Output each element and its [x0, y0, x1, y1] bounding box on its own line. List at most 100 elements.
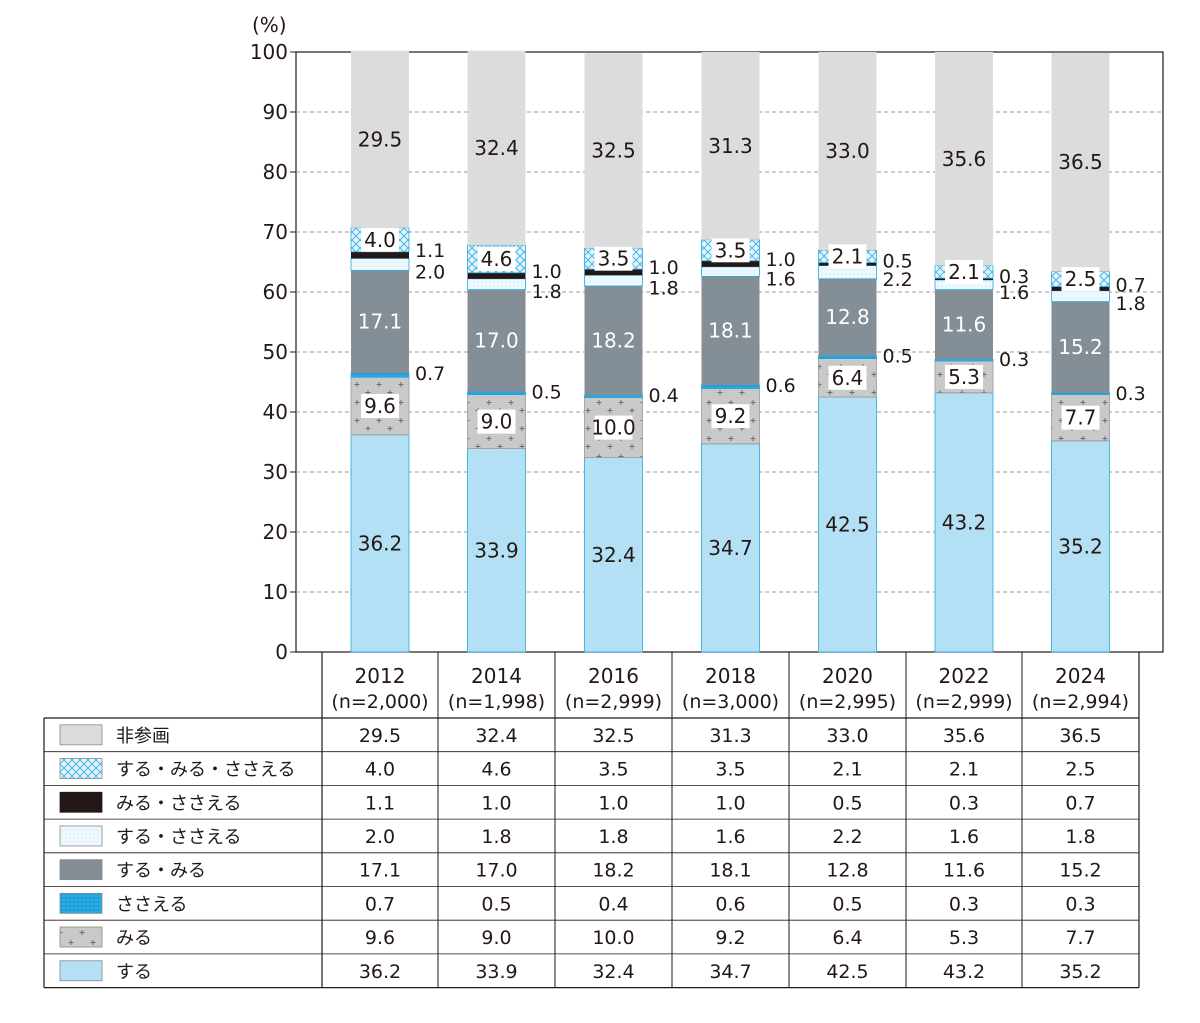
table-cell: 9.0: [481, 927, 511, 949]
table-cell: 0.3: [1065, 893, 1095, 915]
table-cell: 1.8: [481, 826, 511, 848]
bar-value-label: 36.5: [1058, 150, 1103, 174]
table-cell: 33.9: [475, 961, 517, 983]
bar-value-label: 0.5: [883, 346, 913, 368]
bar-value-label: 34.7: [708, 536, 753, 560]
y-tick-label: 90: [263, 100, 288, 124]
table-cell: 0.7: [1065, 792, 1095, 814]
legend-label: する: [116, 962, 152, 983]
bar-value-label: 0.5: [883, 251, 913, 273]
bar-value-label: 42.5: [825, 513, 870, 537]
bar-value-label: 29.5: [358, 127, 403, 151]
bar-segment: [350, 372, 410, 378]
legend-swatch: [59, 892, 103, 914]
bar-segment: [350, 257, 410, 271]
legend-swatch: [59, 926, 103, 948]
legend-label: する・みる: [116, 861, 206, 882]
table-col-sample-size: (n=2,995): [799, 691, 896, 713]
table-cell: 32.4: [592, 961, 634, 983]
bar-value-label: 9.0: [481, 410, 513, 434]
bar-segment: [584, 457, 643, 653]
bar-label-bg: [361, 227, 399, 252]
table-cell: 18.1: [709, 860, 751, 882]
bar-value-label: 35.2: [1058, 534, 1103, 558]
bar-segment: [818, 52, 877, 250]
bar-value-label: 0.5: [532, 382, 562, 404]
bar-value-label: 18.2: [591, 329, 636, 353]
table-cell: 1.0: [715, 792, 745, 814]
legend-label: する・みる・ささえる: [116, 760, 295, 781]
table-cell: 2.1: [832, 759, 862, 781]
table-cell: 34.7: [709, 961, 751, 983]
y-tick-label: 60: [263, 280, 288, 304]
bar-segment: [1051, 52, 1110, 272]
bar-value-label: 32.4: [591, 543, 636, 567]
bar-value-label: 11.6: [942, 312, 987, 336]
bar-segment: [584, 394, 643, 399]
legend-label: する・ささえる: [116, 827, 241, 848]
table-cell: 0.5: [832, 792, 862, 814]
bar-segment: [934, 358, 994, 362]
table-cell: 42.5: [826, 961, 868, 983]
table-cell: 43.2: [943, 961, 985, 983]
bar-value-label: 10.0: [591, 416, 636, 440]
bar-segment: [351, 251, 409, 259]
bar-value-label: 31.3: [708, 134, 753, 158]
bar-value-label: 33.9: [474, 538, 519, 562]
bar-segment: [1051, 392, 1110, 395]
bar-value-label: 17.1: [358, 310, 403, 334]
table-cell: 32.5: [592, 725, 634, 747]
bar-label-bg: [594, 246, 633, 271]
table-cell: 2.0: [365, 826, 395, 848]
bar-label-bg: [711, 238, 750, 263]
table-cell: 0.4: [598, 893, 628, 915]
bar-segment: [935, 289, 993, 360]
bar-value-label: 33.0: [825, 139, 870, 163]
bar-label-bg: [828, 244, 867, 269]
table-cell: 1.8: [598, 826, 628, 848]
bar-segment: [701, 276, 760, 385]
bar-value-label: 2.0: [415, 261, 445, 283]
table-cell: 11.6: [943, 860, 985, 882]
table-cell: 4.0: [365, 759, 395, 781]
table-col-year: 2016: [588, 664, 639, 688]
bar-value-label: 0.3: [999, 349, 1029, 371]
bar-label-bg: [361, 394, 399, 418]
table-col-sample-size: (n=2,994): [1032, 691, 1129, 713]
bar-value-label: 12.8: [825, 305, 870, 329]
bar-segment: [467, 278, 526, 290]
y-tick-label: 20: [263, 520, 288, 544]
table-col-year: 2014: [471, 664, 522, 688]
bar-segment: [701, 443, 760, 653]
table-col-year: 2022: [939, 664, 990, 688]
bar-segment: [818, 355, 877, 360]
table-cell: 5.3: [949, 927, 979, 949]
bar-value-label: 1.6: [766, 269, 796, 291]
table-col-year: 2020: [822, 664, 873, 688]
bar-label-bg: [594, 415, 633, 440]
y-tick-label: 30: [263, 460, 288, 484]
bar-value-label: 17.0: [474, 329, 519, 353]
bar-value-label: 32.4: [474, 136, 519, 160]
table-cell: 18.2: [592, 860, 634, 882]
bar-segment: [351, 50, 409, 228]
bar-value-label: 1.8: [1116, 293, 1146, 315]
table-cell: 1.1: [365, 792, 395, 814]
legend-swatch: [59, 791, 103, 813]
bar-value-label: 9.2: [715, 404, 747, 428]
bar-value-label: 2.5: [1065, 267, 1097, 291]
bar-segment: [467, 272, 526, 279]
bar-value-label: 2.2: [883, 269, 913, 291]
bar-value-label: 0.7: [415, 363, 445, 385]
bar-value-label: 2.1: [832, 244, 864, 268]
table-cell: 32.4: [475, 725, 517, 747]
bar-value-label: 32.5: [591, 139, 636, 163]
y-tick-label: 0: [275, 640, 288, 664]
table-cell: 35.6: [943, 725, 985, 747]
legend-swatch: [59, 825, 103, 847]
bar-segment: [818, 396, 877, 653]
table-cell: 0.5: [832, 893, 862, 915]
table-cell: 31.3: [709, 725, 751, 747]
bar-value-label: 43.2: [942, 510, 987, 534]
bar-value-label: 0.6: [766, 375, 796, 397]
